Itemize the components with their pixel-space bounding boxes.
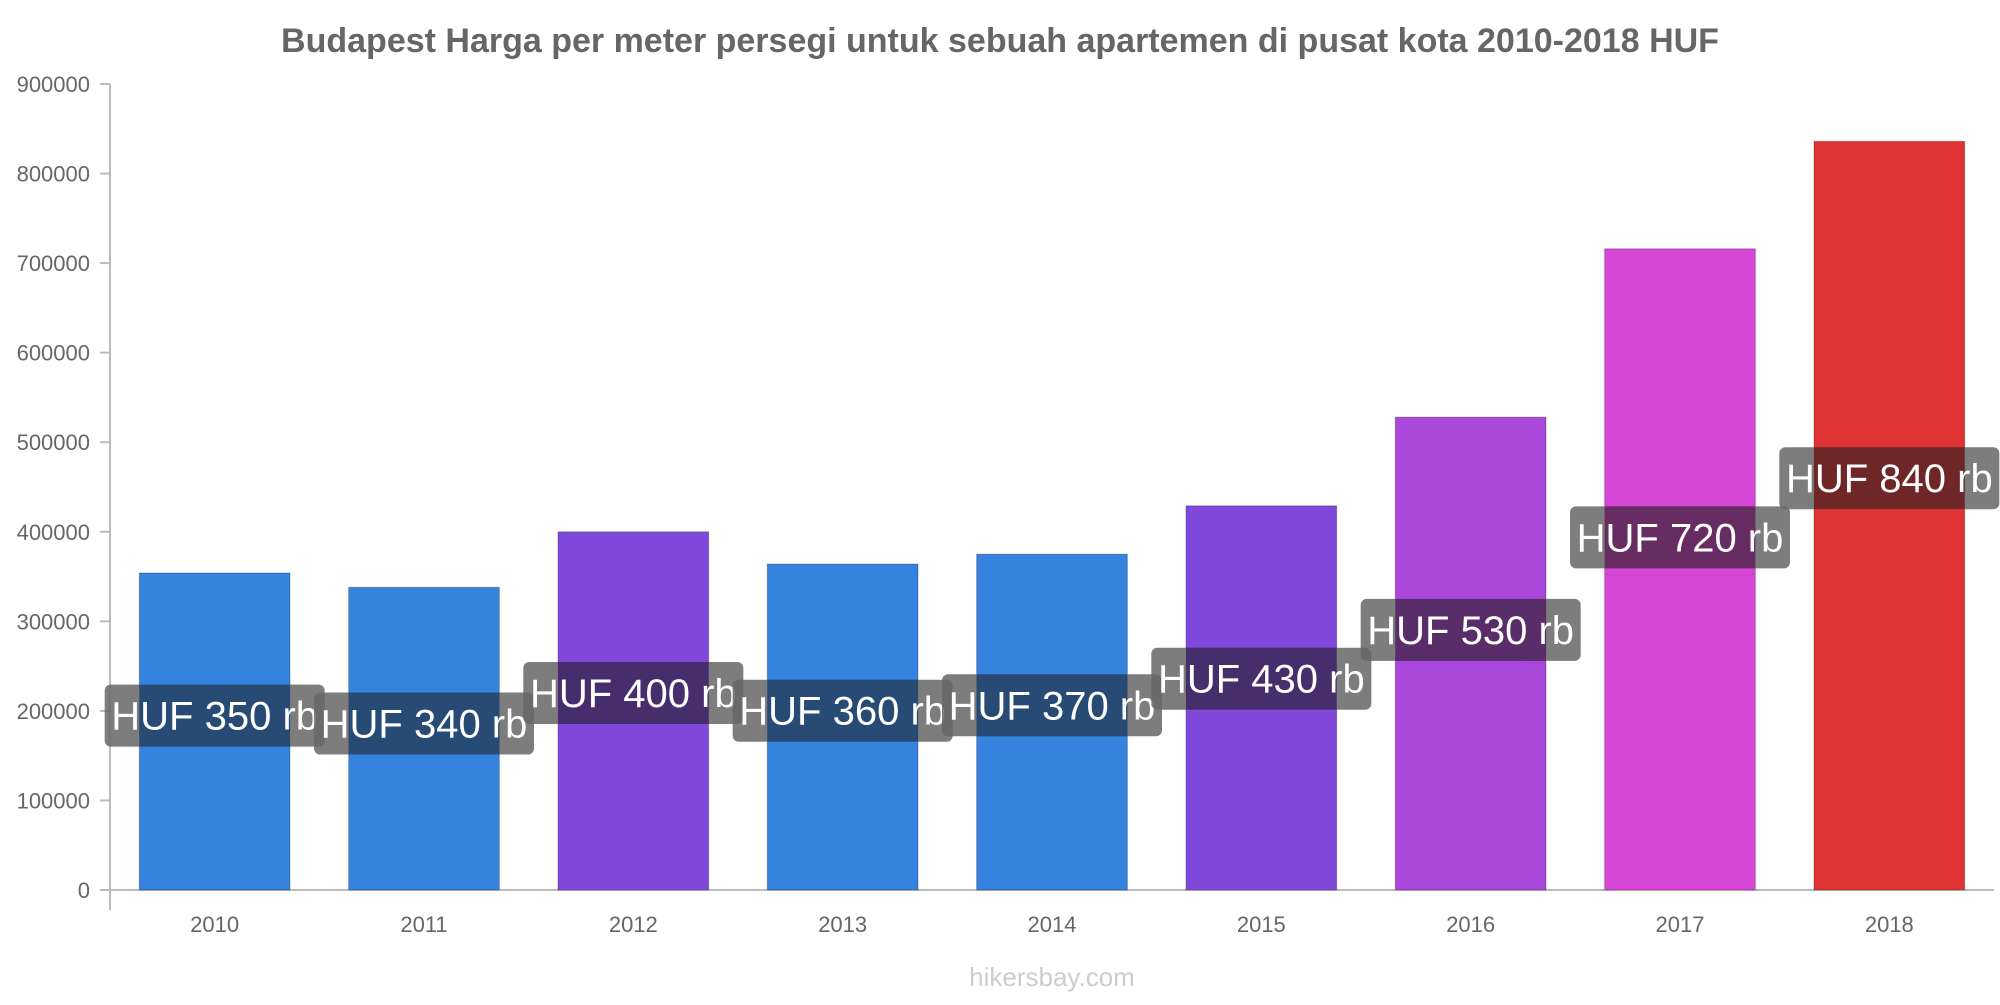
x-tick-label: 2015	[1237, 912, 1286, 937]
y-axis: 0 100000 200000 300000 400000 500000 600000 700…	[17, 72, 111, 910]
data-label-2016: HUF 530 rb	[1360, 598, 1581, 661]
data-label-2015: HUF 430 rb	[1151, 647, 1372, 710]
data-label-overlay	[976, 674, 1128, 737]
bar-2017	[1604, 248, 1756, 891]
watermark: hikersbay.com	[969, 962, 1135, 992]
y-tick-label: 400000	[17, 520, 90, 545]
data-label-overlay	[139, 684, 291, 747]
y-tick-label: 900000	[17, 72, 90, 97]
y-tick-label: 200000	[17, 699, 90, 724]
x-tick-label: 2016	[1446, 912, 1495, 937]
data-label-overlay	[767, 679, 919, 742]
x-axis: 2010 2011 2012 2013 2014 2015 2016 2017 2018	[110, 889, 1994, 937]
data-label-text: HUF 350 rb	[111, 695, 318, 739]
data-label-text: HUF 840 rb	[1786, 457, 1993, 501]
y-tick-label: 100000	[17, 788, 90, 813]
x-tick-label: 2012	[609, 912, 658, 937]
x-tick-label: 2018	[1865, 912, 1914, 937]
data-label-text: HUF 400 rb	[530, 672, 737, 716]
y-tick-label: 500000	[17, 430, 90, 455]
data-label-text: HUF 430 rb	[1158, 658, 1365, 702]
y-tick-label: 700000	[17, 251, 90, 276]
data-label-2017: HUF 720 rb	[1570, 506, 1790, 569]
x-tick-label: 2010	[190, 912, 239, 937]
data-label-overlay	[1604, 506, 1756, 569]
x-tick-label: 2017	[1656, 912, 1705, 937]
data-label-2011: HUF 340 rb	[314, 692, 534, 755]
data-label-text: HUF 360 rb	[739, 690, 946, 734]
data-label-text: HUF 530 rb	[1367, 609, 1574, 653]
data-label-text: HUF 370 rb	[949, 684, 1156, 728]
data-label-overlay	[1185, 647, 1337, 710]
data-label-text: HUF 340 rb	[321, 703, 528, 747]
data-label-2013: HUF 360 rb	[732, 679, 953, 742]
data-label-2012: HUF 400 rb	[523, 661, 744, 724]
x-tick-label: 2013	[818, 912, 867, 937]
bar-2018	[1813, 140, 1966, 891]
data-label-2010: HUF 350 rb	[104, 684, 325, 747]
data-label-overlay	[1395, 598, 1547, 661]
data-label-overlay	[348, 692, 500, 755]
y-tick-label: 800000	[17, 162, 90, 187]
y-tick-label: 600000	[17, 341, 90, 366]
x-tick-label: 2011	[400, 912, 447, 937]
data-label-overlay	[1813, 447, 1965, 510]
y-tick-label: 300000	[17, 609, 90, 634]
data-label-overlay	[557, 661, 709, 724]
y-tick-label: 0	[78, 878, 90, 903]
data-label-2014: HUF 370 rb	[942, 674, 1162, 737]
chart-title: Budapest Harga per meter persegi untuk s…	[281, 22, 1719, 60]
data-label-2018: HUF 840 rb	[1779, 447, 2000, 510]
x-tick-label: 2014	[1028, 912, 1077, 937]
data-label-text: HUF 720 rb	[1577, 516, 1784, 560]
